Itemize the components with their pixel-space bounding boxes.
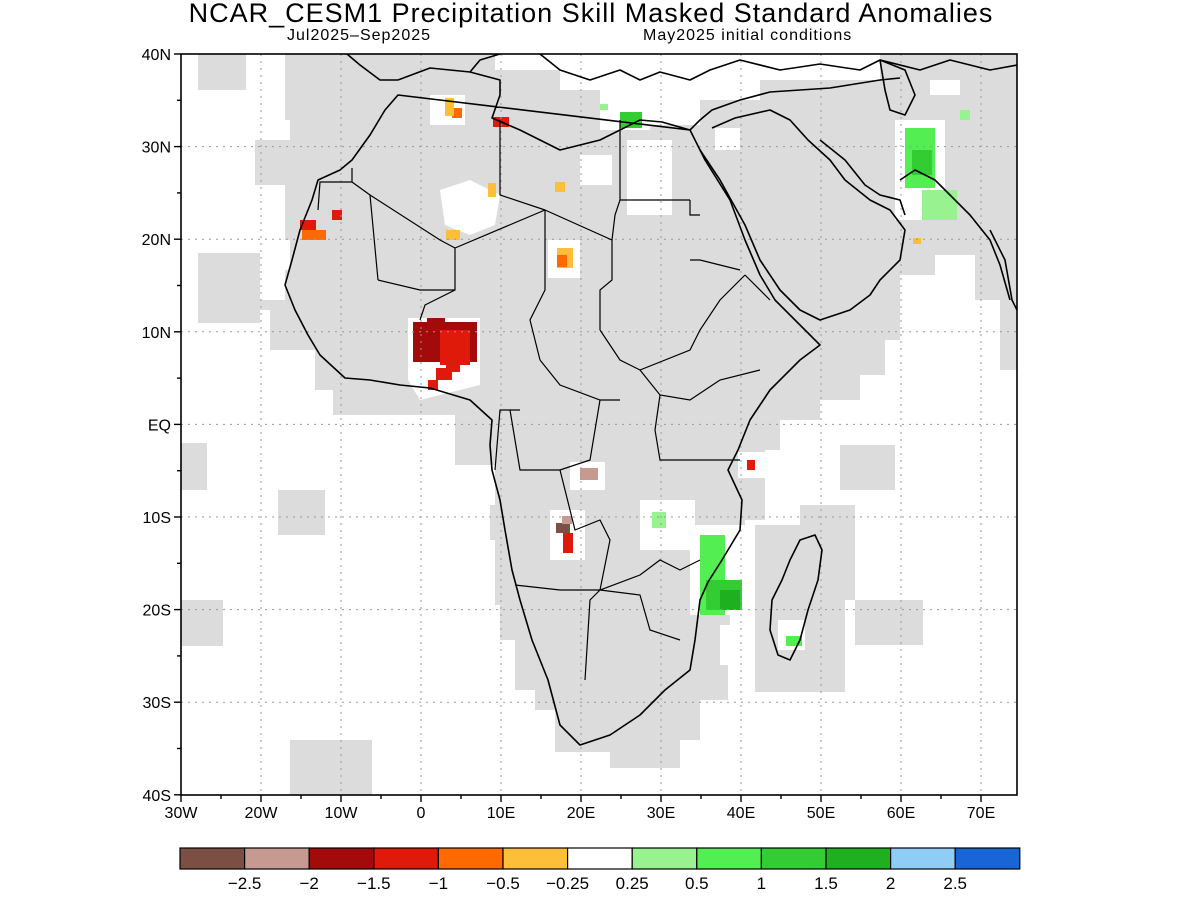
st-helena-mask	[278, 490, 325, 535]
colorbar-label: 0.25	[616, 874, 649, 893]
colorbar-label: 0.5	[685, 874, 709, 893]
colorbar-swatch	[308, 847, 375, 870]
atlantic-south-mask	[181, 600, 223, 646]
canary-mask	[198, 253, 260, 323]
graticule	[181, 54, 1017, 795]
lon-label: 0	[417, 805, 426, 822]
lon-label: 50E	[807, 805, 835, 822]
skill-mask-area	[181, 54, 1017, 795]
colorbar: −2.5 −2 −1.5 −1 −0.5 −0.25 0.25 0.5 1 1.5 2 2.5	[179, 847, 1021, 893]
colorbar-swatch	[566, 847, 633, 870]
colorbar-label: 1.5	[814, 874, 838, 893]
india-coast	[989, 229, 1017, 311]
colorbar-swatch	[825, 847, 892, 870]
tristan-mask	[290, 740, 372, 795]
lat-label: 10S	[143, 510, 171, 527]
lon-label: 40E	[727, 805, 755, 822]
negative-anomaly-cells	[300, 98, 921, 553]
africa-coastline	[284, 67, 901, 746]
lat-label: 40S	[143, 788, 171, 805]
colorbar-swatch	[954, 847, 1021, 870]
mascarene-mask	[855, 600, 923, 645]
coastlines	[284, 54, 1017, 746]
colorbar-label: −1	[429, 874, 448, 893]
lat-label: 30N	[142, 140, 171, 157]
lon-label: 60E	[887, 805, 915, 822]
colorbar-label: −1.5	[357, 874, 391, 893]
africa-mask	[255, 54, 1017, 768]
lon-label: 20E	[567, 805, 595, 822]
longitude-labels: 30W 20W 10W 0 10E 20E 30E 40E 50E 60E 70E	[165, 805, 996, 822]
map-title: NCAR_CESM1 Precipitation Skill Masked St…	[188, 0, 994, 28]
lon-label: 10E	[487, 805, 515, 822]
lat-label: 20N	[142, 232, 171, 249]
colorbar-label: −2	[300, 874, 319, 893]
colorbar-swatch	[179, 847, 246, 870]
lat-label: 20S	[143, 603, 171, 620]
colorbar-label: −0.5	[486, 874, 520, 893]
seychelles-mask	[840, 445, 895, 490]
lat-label: 30S	[143, 695, 171, 712]
country-borders	[317, 120, 771, 681]
colorbar-swatch	[502, 847, 569, 870]
colorbar-label: 1	[757, 874, 766, 893]
colorbar-swatch	[437, 847, 504, 870]
azores-mask	[198, 54, 246, 90]
cape-verde-mask	[181, 443, 207, 490]
colorbar-label: 2	[886, 874, 895, 893]
colorbar-swatch	[244, 847, 310, 870]
madagascar-coast	[769, 534, 823, 661]
anomaly-cells	[300, 98, 970, 646]
colorbar-label: 2.5	[943, 874, 967, 893]
lon-label: 20W	[245, 805, 279, 822]
colorbar-swatch	[889, 847, 956, 870]
lat-label: EQ	[148, 417, 171, 434]
colorbar-swatch	[696, 847, 762, 870]
europe-coast	[346, 54, 1017, 81]
lon-label: 30E	[647, 805, 675, 822]
arabia-iran-mask	[880, 54, 1017, 300]
colorbar-label: −0.25	[546, 874, 589, 893]
madagascar-mask	[755, 505, 855, 692]
colorbar-swatch	[373, 847, 439, 870]
lon-label: 10W	[325, 805, 359, 822]
lon-label: 30W	[165, 805, 199, 822]
colorbar-label: −2.5	[228, 874, 262, 893]
lat-label: 10N	[142, 325, 171, 342]
lat-label: 40N	[142, 47, 171, 64]
lon-label: 70E	[967, 805, 995, 822]
persian-gulf-coast	[819, 139, 1011, 301]
iberia-mask	[285, 54, 347, 120]
positive-anomaly-cells	[600, 104, 970, 646]
forecast-period: Jul2025–Sep2025	[287, 27, 432, 44]
latitude-labels: 40N 30N 20N 10N EQ 10S 20S 30S 40S	[142, 47, 171, 805]
maldives-mask	[990, 255, 1017, 370]
colorbar-swatch	[760, 847, 827, 870]
initial-conditions: May2025 initial conditions	[643, 27, 853, 44]
colorbar-swatch	[631, 847, 698, 870]
red-sea-coast	[699, 109, 906, 321]
caspian-coast	[879, 59, 916, 116]
axis-ticks	[174, 53, 982, 802]
